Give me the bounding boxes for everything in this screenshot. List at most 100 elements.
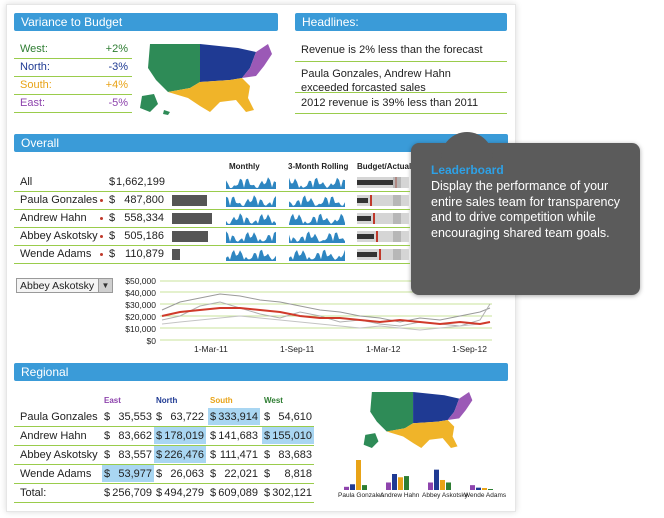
regional-cell-value: 83,683 — [278, 449, 312, 461]
overall-title: Overall — [21, 136, 60, 150]
regional-cell: $141,683 — [208, 427, 260, 444]
regional-bar — [386, 482, 391, 490]
regional-col-header: North — [156, 396, 178, 405]
headlines-title: Headlines: — [302, 15, 359, 29]
divider — [14, 209, 410, 210]
regional-cell-value: 141,683 — [218, 430, 258, 442]
regional-cell-currency: $ — [264, 430, 271, 442]
divider — [295, 61, 507, 62]
callout-title: Leaderboard — [431, 163, 504, 177]
indicator-dot — [100, 199, 103, 202]
dropdown-value: Abbey Askotsky — [20, 280, 95, 292]
divider — [14, 464, 314, 465]
regional-name: Abbey Askotsky — [20, 449, 98, 461]
regional-cell-value: 302,121 — [272, 487, 312, 499]
col-rolling: 3-Month Rolling — [288, 162, 349, 171]
overall-value: 505,186 — [124, 230, 164, 242]
indicator-dot — [100, 217, 103, 220]
regional-bar-chart — [344, 460, 493, 490]
x-tick-label: 1-Mar-11 — [194, 344, 228, 354]
salesperson-dropdown[interactable]: Abbey Askotsky ▼ — [16, 278, 113, 293]
map-hawaii — [163, 110, 170, 115]
map-west — [148, 44, 200, 92]
regional-cell-currency: $ — [210, 411, 217, 423]
y-tick-label: $10,000 — [125, 324, 156, 334]
divider — [14, 445, 314, 446]
regional-cell-currency: $ — [156, 411, 163, 423]
variance-value: +4% — [105, 79, 128, 91]
regional-cell-currency: $ — [210, 449, 217, 461]
divider — [295, 92, 507, 93]
headlines-header: Headlines: — [295, 13, 507, 31]
y-tick-label: $30,000 — [125, 300, 156, 310]
y-tick-label: $0 — [146, 336, 156, 346]
map-west — [370, 392, 414, 432]
regional-cell: $8,818 — [262, 465, 314, 482]
overall-name: All — [20, 176, 33, 188]
regional-cell-currency: $ — [156, 487, 163, 499]
map-south — [386, 420, 458, 448]
regional-cell-value: 26,063 — [170, 468, 204, 480]
overall-name: Abbey Askotsky — [20, 230, 98, 242]
map-alaska — [363, 433, 379, 448]
regional-cell-value: 22,021 — [224, 468, 258, 480]
divider — [14, 245, 410, 246]
chevron-down-icon[interactable]: ▼ — [98, 279, 112, 292]
monthly-sparkline — [226, 248, 276, 266]
regional-cell: $111,471 — [208, 446, 260, 463]
regional-cell-currency: $ — [104, 449, 111, 461]
regional-bar — [392, 474, 397, 490]
col-budget: Budget/Actual — [357, 162, 412, 171]
regional-bar — [398, 477, 403, 490]
legend-label: Andrew Hahn — [380, 492, 420, 499]
rolling-sparkline — [289, 176, 345, 194]
overall-currency: $ — [109, 248, 116, 260]
monthly-sparkline — [226, 212, 276, 230]
rolling-sparkline — [289, 194, 345, 212]
regional-cell: $226,476 — [154, 446, 206, 463]
regional-cell-value: 333,914 — [218, 411, 258, 423]
headline-2: Paula Gonzales, Andrew Hahn exceeded for… — [301, 68, 451, 94]
y-tick-label: $40,000 — [125, 288, 156, 298]
regional-bar — [434, 469, 439, 490]
regional-cell-currency: $ — [210, 487, 217, 499]
x-tick-label: 1-Mar-12 — [366, 344, 401, 354]
budget-bullet — [357, 249, 409, 260]
map-north — [413, 392, 460, 424]
legend-label: Paula Gonzales — [338, 492, 384, 499]
map-south — [168, 78, 254, 112]
regional-bar — [362, 485, 367, 490]
series-gray-2 — [161, 301, 491, 327]
regional-cell-currency: $ — [264, 411, 271, 423]
overall-bar — [172, 231, 209, 242]
monthly-sparkline — [226, 230, 276, 248]
regional-cell: $83,557 — [102, 446, 154, 463]
regional-cell: $302,121 — [262, 484, 314, 501]
divider — [14, 426, 314, 427]
regional-cell-currency: $ — [156, 468, 163, 480]
budget-bullet — [357, 177, 409, 188]
divider — [14, 483, 314, 484]
regional-cell-value: 8,818 — [284, 468, 312, 480]
regional-bar — [482, 488, 487, 490]
regional-cell: $53,977 — [102, 465, 154, 482]
overall-name: Andrew Hahn — [20, 212, 87, 224]
series-gray-3 — [161, 315, 491, 331]
regional-bar — [446, 482, 451, 490]
regional-col-header: West — [264, 396, 283, 405]
regional-cell-value: 155,010 — [272, 430, 312, 442]
divider — [14, 502, 314, 503]
regional-col-header: South — [210, 396, 233, 405]
leaderboard-callout: Leaderboard Display the performance of y… — [411, 132, 640, 295]
overall-bar — [172, 213, 212, 224]
regional-cell-value: 83,557 — [118, 449, 152, 461]
variance-region-label: West: — [20, 43, 48, 55]
variance-region-label: North: — [20, 61, 50, 73]
regional-name: Wende Adams — [20, 468, 92, 480]
regional-cell: $83,662 — [102, 427, 154, 444]
series-red — [161, 307, 491, 326]
monthly-sparkline — [226, 194, 276, 212]
regional-cell-value: 494,279 — [164, 487, 204, 499]
regional-bar — [356, 460, 361, 490]
overall-currency: $ — [109, 194, 116, 206]
